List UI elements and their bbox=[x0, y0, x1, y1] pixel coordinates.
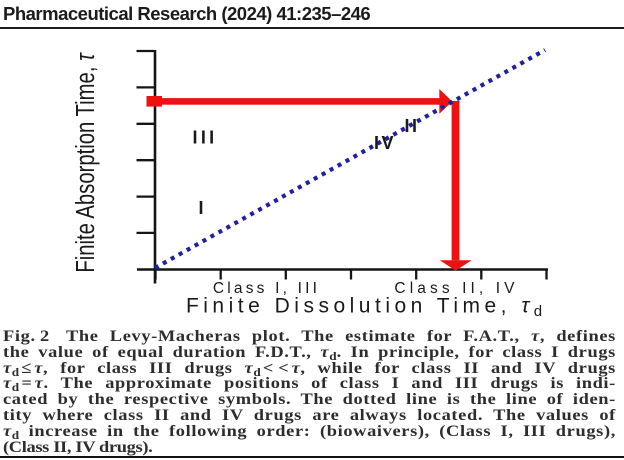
svg-text:III: III bbox=[193, 127, 218, 147]
svg-text:Class I, III: Class I, III bbox=[213, 280, 320, 297]
svg-text:Finite Dissolution Time, τd: Finite Dissolution Time, τd bbox=[186, 295, 542, 321]
svg-text:I: I bbox=[198, 198, 203, 218]
svg-text:Class II, IV: Class II, IV bbox=[394, 280, 518, 297]
svg-text:II: II bbox=[404, 116, 419, 136]
svg-text:IV: IV bbox=[374, 133, 396, 153]
svg-text:Finite Absorption Time, τ: Finite Absorption Time, τ bbox=[71, 52, 100, 272]
